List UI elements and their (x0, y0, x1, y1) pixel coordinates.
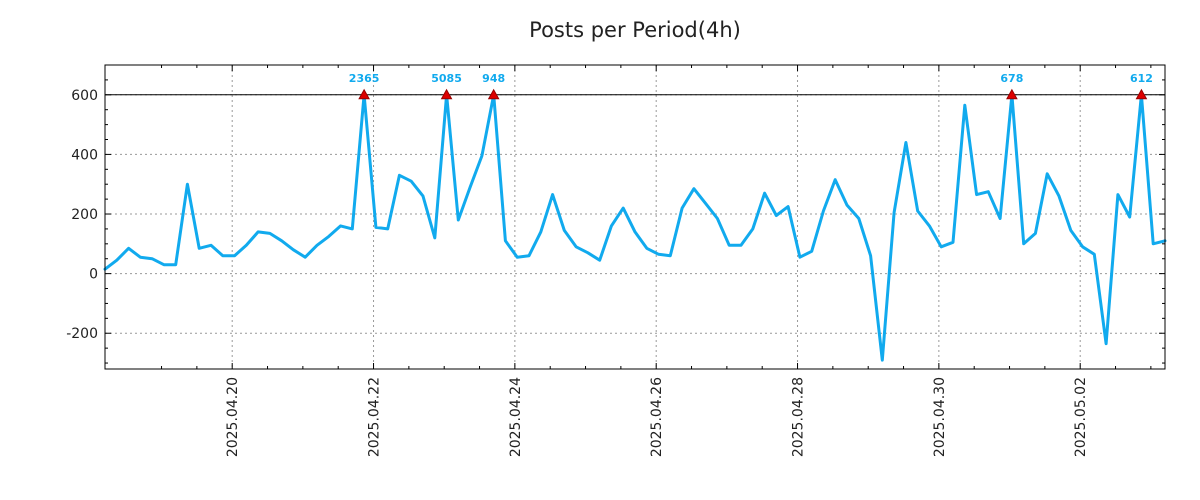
axes: 600 400 200 0 -200 2025.04.20 2025.04.22 2025.0… (66, 64, 1165, 457)
x-tick-label: 2025.05.02 (1073, 377, 1089, 457)
x-tick-label: 2025.04.28 (791, 377, 807, 457)
peak-label: 612 (1130, 72, 1153, 85)
peak-marker (1006, 88, 1018, 100)
x-tick-label: 2025.04.26 (649, 377, 665, 457)
series (103, 93, 1167, 362)
chart-title: Posts per Period(4h) (529, 18, 741, 42)
y-tick-label: 400 (71, 147, 98, 163)
y-tick-label: 600 (71, 88, 98, 104)
peak-markers: 2365 5085 948 678 612 (349, 72, 1153, 100)
y-tick-label: 0 (89, 267, 98, 283)
x-tick-label: 2025.04.22 (367, 377, 383, 457)
x-tick-label: 2025.04.24 (508, 377, 524, 457)
peak-marker (358, 88, 370, 100)
x-tick-label: 2025.04.20 (225, 377, 241, 457)
peak-label: 678 (1000, 72, 1023, 85)
peak-marker (1135, 88, 1148, 100)
x-tick-label: 2025.04.30 (932, 377, 948, 457)
series-line (103, 93, 1167, 362)
y-tick-label: -200 (66, 326, 98, 342)
y-tick-label: 200 (71, 207, 98, 223)
peak-label: 2365 (349, 72, 380, 85)
peak-label: 948 (482, 72, 505, 85)
peak-label: 5085 (431, 72, 462, 85)
grid (105, 65, 1165, 369)
plot-frame (104, 64, 1166, 370)
peak-marker (440, 88, 453, 100)
peak-marker (487, 88, 500, 100)
